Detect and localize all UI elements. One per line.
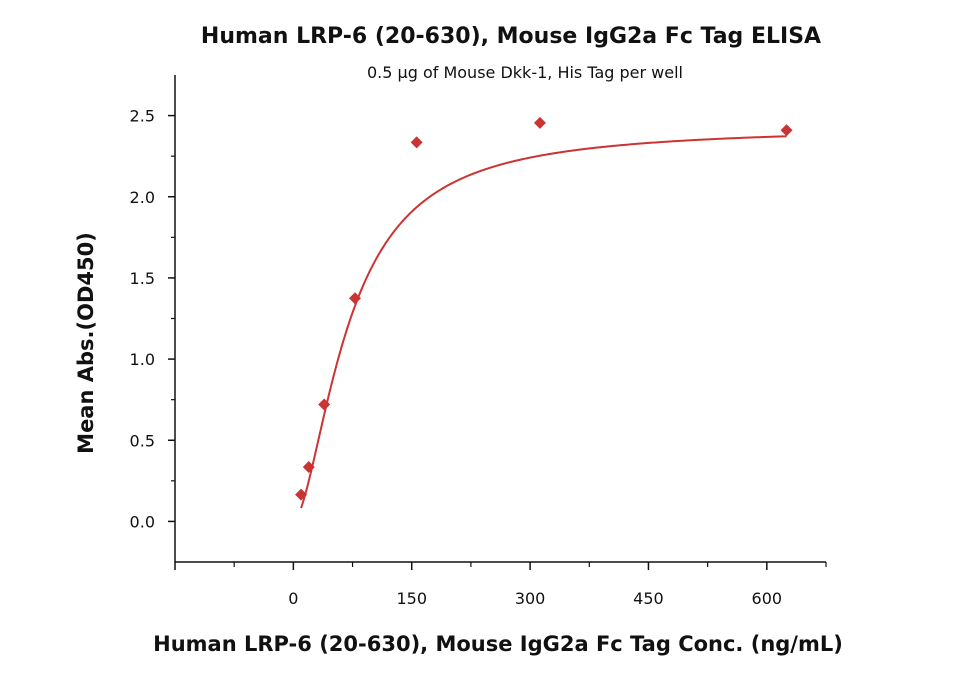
y-tick-label: 1.0: [130, 350, 155, 369]
y-axis-label: Mean Abs.(OD450): [74, 232, 98, 454]
chart-subtitle: 0.5 μg of Mouse Dkk-1, His Tag per well: [367, 63, 683, 82]
data-point: [349, 292, 362, 305]
x-axis-label: Human LRP-6 (20-630), Mouse IgG2a Fc Tag…: [153, 632, 843, 656]
data-point: [295, 488, 308, 501]
x-tick-label: 450: [633, 589, 664, 608]
y-tick-label: 0.5: [130, 431, 155, 450]
fit-curve: [300, 135, 787, 509]
data-point: [780, 124, 793, 137]
x-tick-label: 300: [515, 589, 546, 608]
y-tick-label: 1.5: [130, 269, 155, 288]
chart-title: Human LRP-6 (20-630), Mouse IgG2a Fc Tag…: [201, 24, 821, 49]
y-tick-label: 0.0: [130, 512, 155, 531]
data-point: [318, 398, 331, 411]
fit-curve-layer: [300, 135, 787, 509]
data-point: [302, 461, 315, 474]
y-tick-label: 2.0: [130, 188, 155, 207]
x-ticks: 0 150 300 450 600: [174, 562, 827, 608]
data-point: [410, 136, 423, 149]
y-ticks: 0.0 0.5 1.0 1.5 2.0 2.5: [130, 107, 175, 531]
x-tick-label: 600: [752, 589, 783, 608]
y-tick-label: 2.5: [130, 107, 155, 126]
x-tick-label: 150: [396, 589, 427, 608]
data-points: [295, 116, 793, 501]
x-tick-label: 0: [288, 589, 298, 608]
data-point: [533, 116, 546, 129]
